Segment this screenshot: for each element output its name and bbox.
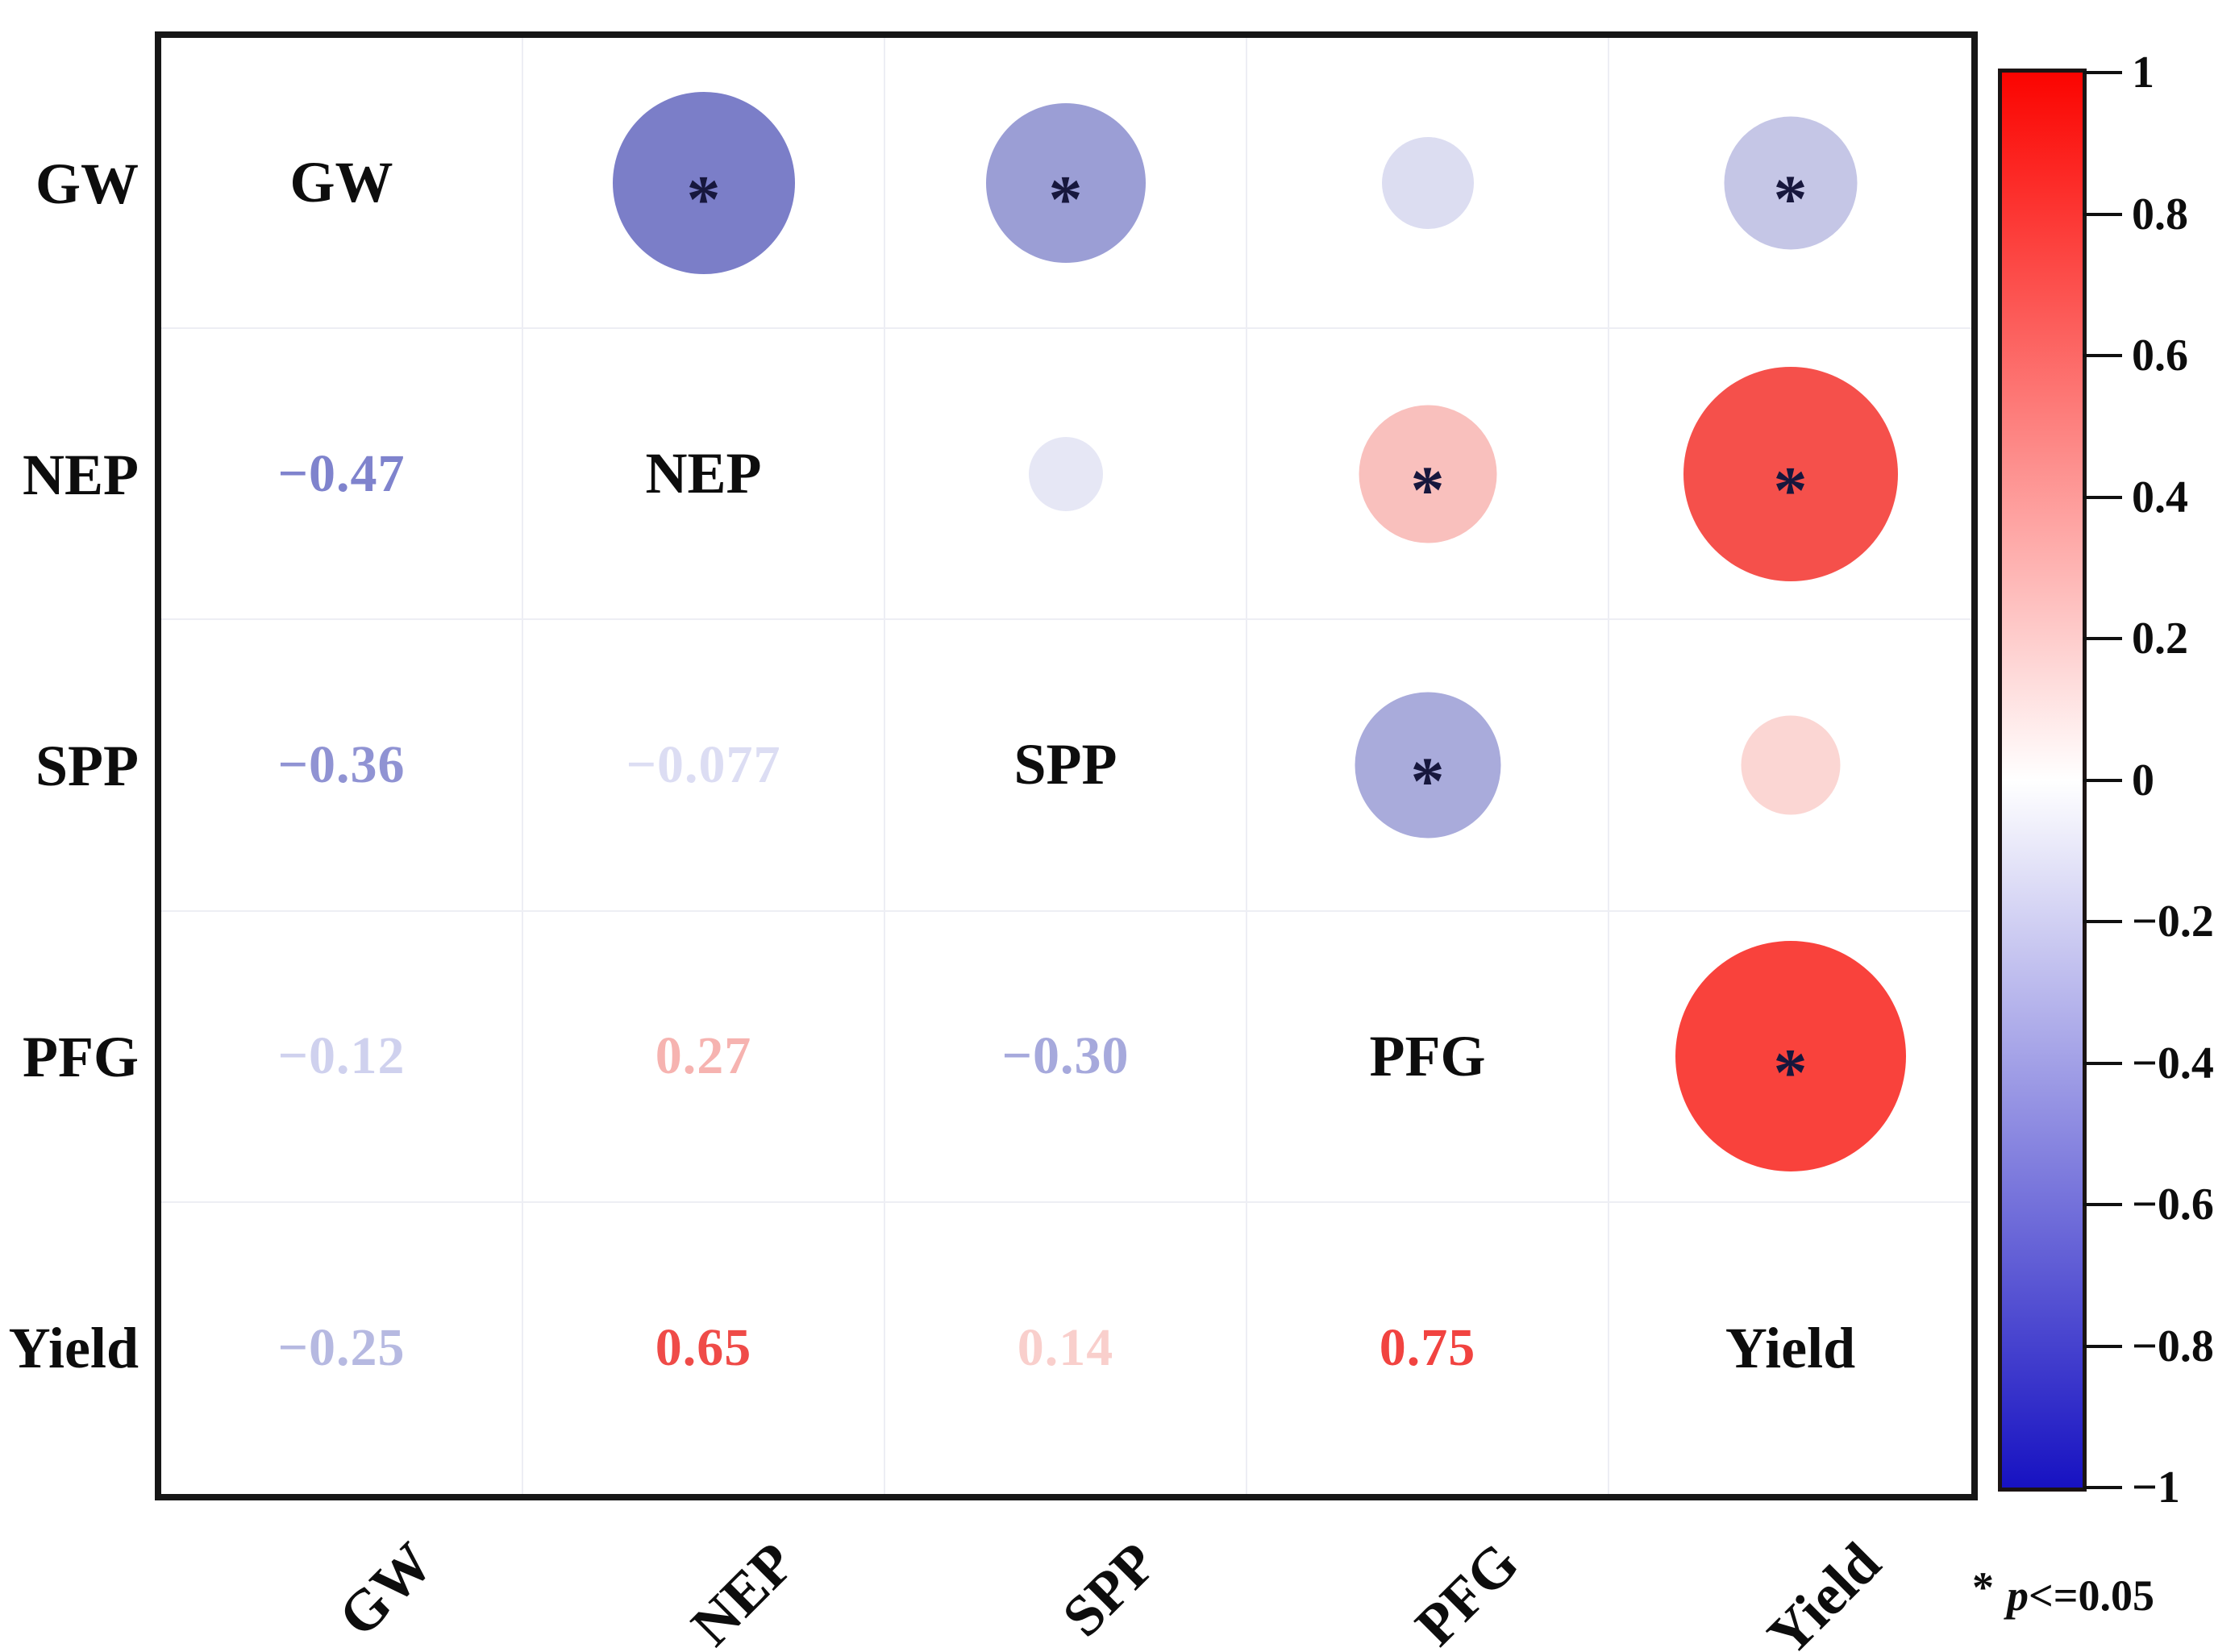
colorbar-tick-label: 0: [2132, 755, 2154, 805]
colorbar-tick-label: 1: [2132, 48, 2154, 98]
col-label-pfg: PFG: [1402, 1530, 1531, 1652]
colorbar-tick: [2083, 495, 2122, 499]
colorbar-tick: [2083, 920, 2122, 923]
significance-p-symbol: p: [2007, 1571, 2029, 1620]
cell-circle-gw-spp: *: [885, 38, 1247, 330]
colorbar-gradient: [1998, 69, 2087, 1492]
correlation-circle: [1028, 436, 1103, 511]
cell-value-yield-pfg: 0.75: [1247, 1202, 1609, 1494]
row-label-spp: SPP: [35, 734, 139, 798]
colorbar-tick: [2083, 71, 2122, 74]
cell-circle-gw-nep: *: [523, 38, 885, 330]
row-label-gw: GW: [35, 151, 139, 216]
cell-circle-gw-yield: *: [1609, 38, 1971, 330]
colorbar-tick-label: −0.2: [2132, 897, 2214, 947]
row-label-pfg: PFG: [23, 1025, 139, 1090]
col-label-gw: GW: [325, 1530, 445, 1650]
correlation-circle: *: [1359, 405, 1496, 543]
col-label-yield: Yield: [1754, 1530, 1893, 1652]
row-label-yield: Yield: [8, 1316, 139, 1381]
significance-legend: * p<=0.05: [1972, 1563, 2239, 1621]
cell-value-pfg-nep: 0.27: [523, 911, 885, 1203]
colorbar-tick-label: −0.8: [2132, 1321, 2214, 1371]
colorbar-tick-label: −1: [2132, 1463, 2180, 1513]
significance-star: *: [1972, 1563, 1994, 1612]
cell-value-spp-gw: −0.36: [161, 620, 523, 912]
correlation-circle: *: [985, 102, 1146, 263]
significance-asterisk: *: [1410, 743, 1445, 819]
colorbar-tick: [2083, 1203, 2122, 1206]
correlation-circle: *: [1683, 366, 1898, 581]
colorbar-tick-label: 0.4: [2132, 472, 2188, 522]
correlation-matrix-plot-area: GW * * * −0.47 NEP * * −0.36 −0.077 SPP * −0.12 0.27−…: [155, 31, 1978, 1500]
significance-asterisk: *: [1048, 161, 1083, 237]
cell-value-pfg-spp: −0.30: [885, 911, 1247, 1203]
significance-asterisk: *: [1773, 161, 1808, 237]
correlation-circle: *: [1355, 692, 1500, 838]
significance-asterisk: *: [1773, 1035, 1808, 1111]
cell-circle-pfg-yield: *: [1609, 912, 1971, 1203]
diagonal-label-nep: NEP: [523, 329, 885, 621]
correlation-circle: [1381, 136, 1474, 229]
colorbar-tick-label: −0.6: [2132, 1180, 2214, 1230]
col-label-spp: SPP: [1049, 1530, 1169, 1650]
colorbar-tick: [2083, 1344, 2122, 1348]
colorbar-tick: [2083, 778, 2122, 782]
cell-circle-spp-pfg: *: [1247, 620, 1609, 912]
significance-threshold: <=0.05: [2029, 1571, 2155, 1620]
colorbar-tick: [2083, 1061, 2122, 1065]
cell-circle-nep-yield: *: [1609, 329, 1971, 621]
correlation-circle: *: [1675, 941, 1906, 1172]
colorbar-tick-label: −0.4: [2132, 1038, 2214, 1088]
colorbar-tick-label: 0.8: [2132, 189, 2188, 239]
cell-circle-nep-pfg: *: [1247, 329, 1609, 621]
diagonal-label-gw: GW: [161, 38, 523, 330]
cell-value-nep-gw: −0.47: [161, 329, 523, 621]
correlation-circle: *: [1724, 116, 1857, 250]
diagonal-label-spp: SPP: [885, 620, 1247, 912]
cell-value-yield-nep: 0.65: [523, 1202, 885, 1494]
colorbar-tick: [2083, 212, 2122, 216]
diagonal-label-pfg: PFG: [1247, 911, 1609, 1203]
diagonal-label-yield: Yield: [1725, 1315, 1856, 1380]
colorbar-tick-label: 0.2: [2132, 614, 2188, 664]
colorbar-tick-label: 0.6: [2132, 331, 2188, 381]
significance-asterisk: *: [1773, 452, 1808, 528]
cell-value-yield-spp: 0.14: [885, 1202, 1247, 1494]
cell-value-yield-gw: −0.25: [161, 1202, 523, 1494]
correlation-circle: *: [612, 91, 795, 274]
row-label-nep: NEP: [23, 442, 139, 507]
cell-circle-spp-yield: [1609, 620, 1971, 912]
cell-value-spp-nep: −0.077: [523, 620, 885, 912]
cell-value-pfg-gw: −0.12: [161, 911, 523, 1203]
significance-asterisk: *: [686, 161, 721, 237]
colorbar-tick: [2083, 1486, 2122, 1489]
col-label-nep: NEP: [678, 1530, 807, 1652]
correlation-circle: [1741, 715, 1840, 815]
cell-circle-gw-pfg: [1247, 38, 1609, 330]
cell-circle-nep-spp: [885, 329, 1247, 621]
colorbar-tick: [2083, 354, 2122, 357]
significance-asterisk: *: [1410, 452, 1445, 528]
colorbar-tick: [2083, 637, 2122, 640]
